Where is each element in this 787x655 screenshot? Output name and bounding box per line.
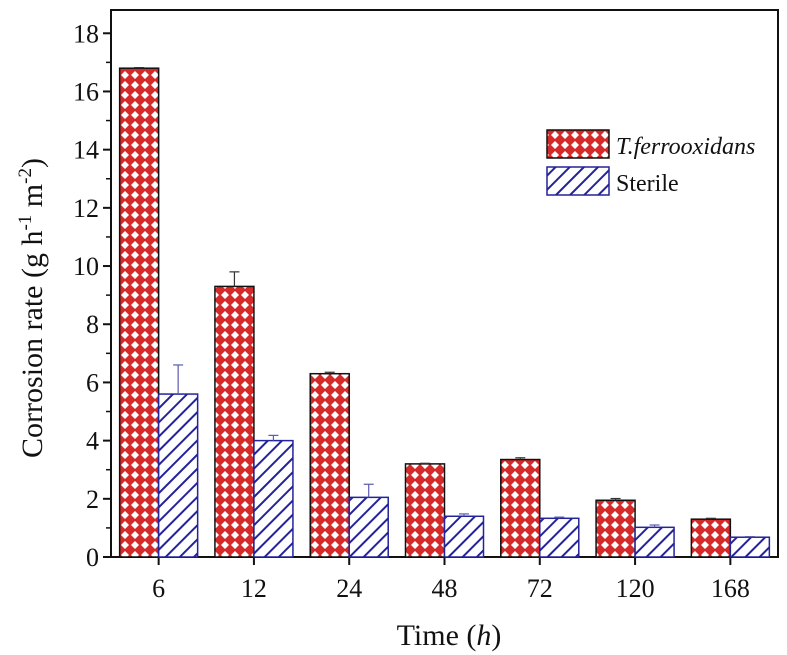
y-tick-label: 8 (86, 310, 99, 339)
x-tick-label: 48 (432, 574, 458, 603)
y-tick-label: 6 (86, 368, 99, 397)
bar-sterile-120 (634, 526, 675, 558)
error-bars (134, 67, 755, 538)
legend: T.ferrooxidans Sterile (546, 129, 755, 197)
y-tick-label: 14 (73, 136, 99, 165)
y-axis: 0 2 4 6 8 10 12 14 16 18 (73, 19, 111, 572)
y-tick-label: 12 (73, 194, 99, 223)
bar-sterile-12 (253, 439, 294, 558)
y-tick-label: 16 (73, 77, 99, 106)
legend-label-sterile: Sterile (616, 171, 679, 197)
x-tick-label: 24 (336, 574, 362, 603)
bar-sterile-48 (443, 515, 485, 558)
y-tick-label: 4 (86, 427, 99, 456)
legend-label-tferrooxidans: T.ferrooxidans (616, 134, 755, 160)
x-axis: 6 12 24 48 72 120 168 (152, 557, 750, 603)
bar-tferrooxidans-12 (214, 285, 255, 558)
x-tick-label: 6 (152, 574, 165, 603)
bar-sterile-6 (157, 393, 199, 558)
y-tick-label: 2 (86, 485, 99, 514)
y-axis-title: Corrosion rate (g h-1 m-2) (15, 158, 49, 458)
y-tick-label: 0 (86, 543, 99, 572)
x-tick-label: 120 (616, 574, 655, 603)
bar-sterile-24 (348, 496, 389, 558)
x-tick-label: 168 (711, 574, 750, 603)
y-tick-label: 18 (73, 19, 99, 48)
bar-tferrooxidans-48 (404, 463, 446, 558)
bar-tferrooxidans-120 (595, 499, 636, 558)
bar-sterile-72 (539, 517, 580, 558)
bars (118, 67, 771, 558)
x-axis-title: Time (h) (397, 619, 502, 652)
bar-tferrooxidans-168 (690, 518, 732, 558)
bar-tferrooxidans-6 (118, 67, 160, 558)
legend-swatch-sterile (546, 166, 610, 196)
bar-tferrooxidans-24 (309, 372, 350, 558)
x-tick-label: 72 (527, 574, 553, 603)
x-tick-label: 12 (241, 574, 267, 603)
bar-sterile-168 (729, 536, 771, 558)
legend-swatch-tferrooxidans (546, 129, 610, 159)
bar-tferrooxidans-72 (500, 458, 541, 558)
y-tick-label: 10 (73, 252, 99, 281)
